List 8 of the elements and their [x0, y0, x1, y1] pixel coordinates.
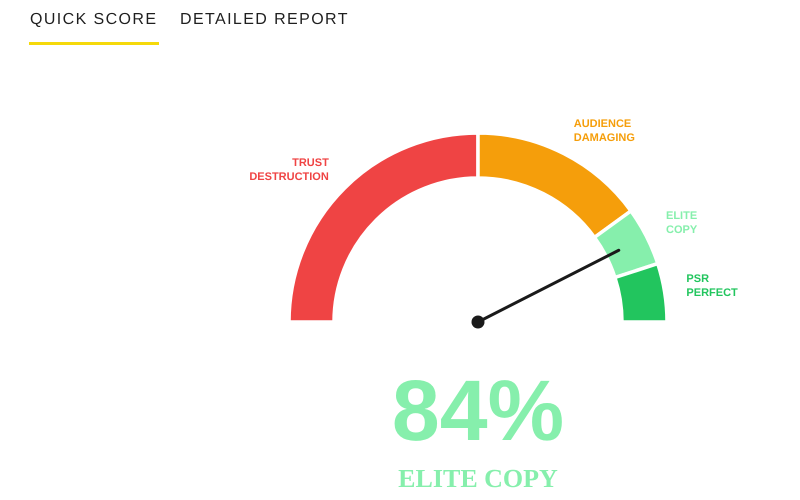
- text: 84%: [392, 363, 564, 459]
- slice-label: AUDIENCE DAMAGING: [574, 118, 635, 144]
- text: DETAILED REPORT: [180, 11, 349, 28]
- slice-label: ELITE COPY: [666, 210, 698, 236]
- text: ELITE COPY: [398, 464, 558, 493]
- slice-label: TRUST DESTRUCTION: [249, 156, 330, 183]
- text: QUICK SCORE: [30, 11, 158, 28]
- slice-label: PSR PERFECT: [686, 272, 738, 299]
